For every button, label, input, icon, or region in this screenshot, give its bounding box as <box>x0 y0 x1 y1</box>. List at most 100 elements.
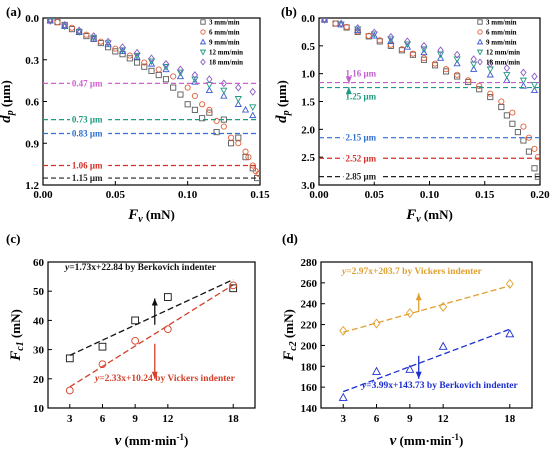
data-point <box>321 18 328 24</box>
legend-label: 3 mm/min <box>209 19 240 27</box>
data-point <box>141 59 148 66</box>
y-tick-label: 1.2 <box>25 180 39 192</box>
legend-marker <box>476 49 484 56</box>
legend-marker <box>199 38 207 45</box>
arrow-vickers-head <box>151 371 158 379</box>
data-point <box>420 41 428 50</box>
reference-label: 1.16 μm <box>346 69 377 79</box>
data-point <box>255 170 260 177</box>
y-tick-label: 0.9 <box>25 138 39 150</box>
fit-equation-text: =2.97x+203.7 by Vickers indenter <box>346 267 482 277</box>
data-point <box>376 37 383 44</box>
fit-equation-text: =3.99x+143.73 by Berkovich indenter <box>366 381 518 391</box>
data-point <box>54 19 61 26</box>
data-point <box>104 37 112 46</box>
series-berkovich-indenter <box>338 329 515 401</box>
series-vickers-indenter <box>65 281 238 395</box>
axis-title-symbol: d <box>274 115 290 123</box>
y-tick-label: 20 <box>33 374 45 386</box>
y-tick-label: 60 <box>33 257 45 269</box>
data-point <box>476 82 483 89</box>
data-point <box>206 75 213 84</box>
x-tick-label: 0.00 <box>33 189 53 201</box>
data-point <box>530 86 539 94</box>
data-point <box>205 86 213 94</box>
legend-marker <box>199 49 207 56</box>
fit-equation: y=2.33x+10.24 by Vickers indenter <box>94 374 236 384</box>
data-point <box>131 336 140 345</box>
data-point <box>404 37 411 46</box>
series-18-mm-min <box>47 18 256 96</box>
data-point <box>420 48 428 56</box>
y-tick-label: 240 <box>301 299 318 311</box>
arrow-berkovich-head <box>415 371 422 379</box>
x-tick-label: 9 <box>407 413 413 425</box>
data-point <box>534 154 540 161</box>
axis-title-symbol: F <box>281 351 297 362</box>
plot-area <box>65 278 238 395</box>
y-tick-label: 220 <box>301 320 318 332</box>
data-point <box>372 318 381 329</box>
reference-label: 1.25 μm <box>346 92 377 102</box>
axis-title: Fv (mN) <box>127 207 175 225</box>
data-point <box>503 72 511 79</box>
data-point <box>155 72 162 79</box>
data-point <box>176 72 185 80</box>
data-point <box>162 76 170 83</box>
legend-label: 18 mm/min <box>486 59 520 67</box>
fit-equation-y: y <box>64 263 70 273</box>
legend-label: 9 mm/min <box>209 39 240 47</box>
data-point <box>249 104 257 111</box>
legend-marker <box>476 38 484 45</box>
reference-label-bg <box>69 173 109 184</box>
data-point <box>487 93 494 101</box>
data-point <box>147 60 156 67</box>
data-point <box>503 64 511 73</box>
fit-equation: y=1.73x+22.84 by Berkovich indenter <box>64 263 217 273</box>
x-tick-label: 3 <box>340 413 346 425</box>
data-point <box>191 106 198 113</box>
data-point <box>235 140 242 147</box>
series-18-mm-min <box>321 18 538 81</box>
data-point <box>98 360 107 369</box>
axis-title: v (mm·min-1) <box>390 432 464 449</box>
data-point <box>133 52 141 60</box>
axis-title: Fc1 (mN) <box>8 309 26 362</box>
data-point <box>405 308 414 319</box>
reference-label-bg <box>343 132 382 143</box>
data-point <box>229 284 238 293</box>
data-point <box>431 62 439 69</box>
series-vickers-indenter <box>339 278 514 336</box>
data-point <box>176 69 185 77</box>
axis-title-subscript: p <box>281 110 292 116</box>
fit-equation: y=2.97x+203.7 by Vickers indenter <box>341 267 483 277</box>
data-point <box>498 104 505 111</box>
data-point <box>465 77 472 84</box>
plot-area <box>46 18 260 182</box>
reference-label-bg <box>343 153 382 164</box>
axis-title-subscript: c2 <box>288 341 299 350</box>
y-tick-label: 260 <box>301 278 318 290</box>
data-point <box>520 68 527 77</box>
y-tick-label: 40 <box>33 315 45 327</box>
x-tick-label: 6 <box>374 413 380 425</box>
y-tick-label: 2.5 <box>301 152 315 164</box>
panel-a: (a) 0.00 0.05 0.10 0.15 0.0 0.3 0.6 0.9 1.2 Fv (mN… <box>0 4 270 225</box>
axis-title-superscript: -1 <box>452 432 460 442</box>
fit-line <box>343 285 510 333</box>
panel-label: (d) <box>282 231 298 246</box>
data-point <box>163 293 172 301</box>
reference-label: 0.73 μm <box>72 115 103 125</box>
data-point <box>206 106 213 113</box>
data-point <box>520 137 527 144</box>
data-point <box>453 50 461 59</box>
data-point <box>487 90 494 97</box>
data-point <box>525 148 532 155</box>
axis-title-symbol: F <box>127 207 138 223</box>
data-point <box>249 111 257 119</box>
data-point <box>163 325 172 334</box>
arrow-down-label-head <box>345 87 352 95</box>
data-point <box>229 281 238 290</box>
data-point <box>321 18 328 24</box>
data-point <box>220 79 228 88</box>
